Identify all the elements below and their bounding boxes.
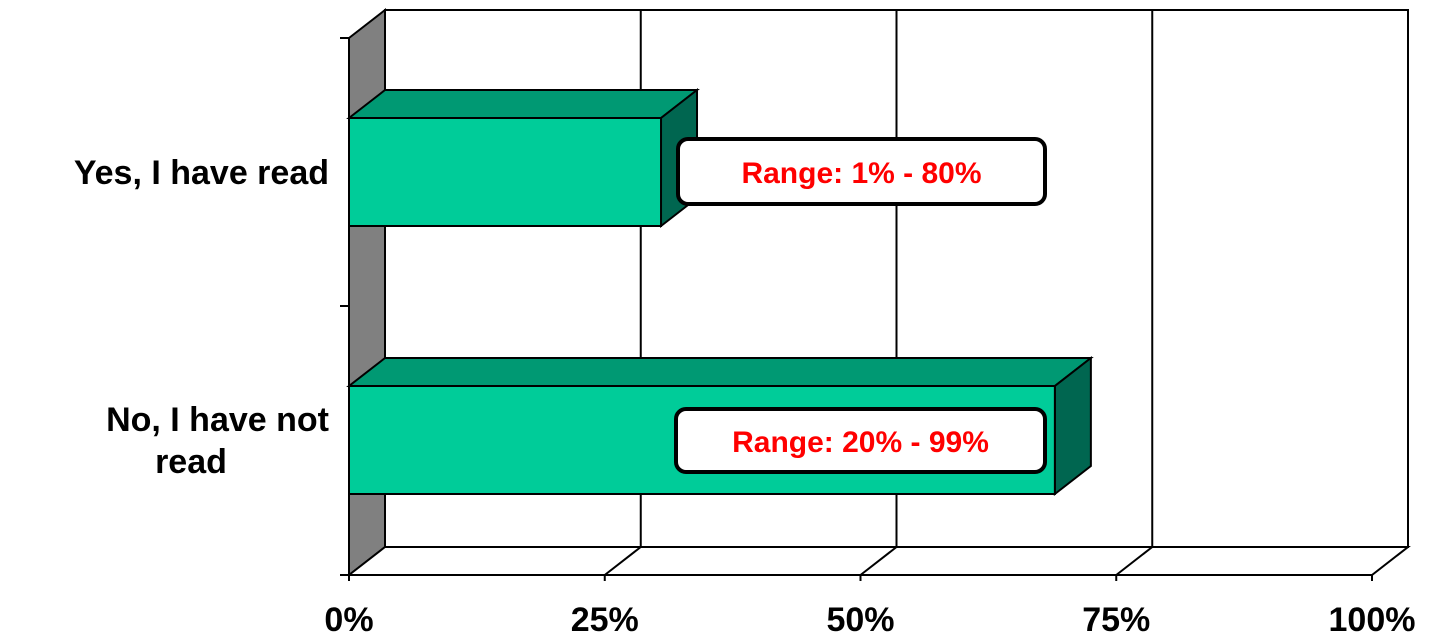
- annotation-box: [676, 137, 1047, 206]
- bar: [348, 117, 663, 227]
- x-tick-label: 0%: [324, 601, 373, 639]
- x-tick-label: 50%: [826, 601, 894, 639]
- x-tick-label: 25%: [571, 601, 639, 639]
- x-tick-label: 100%: [1329, 601, 1416, 639]
- annotation-label: Range: 1% - 80%: [741, 157, 981, 190]
- annotations-group: Range: 1% - 80% Range: 20% - 99%: [674, 137, 1047, 474]
- annotation-box: [674, 407, 1047, 474]
- bar-top-face: [346, 357, 1094, 387]
- category-label: read: [155, 443, 227, 481]
- gridline-floor: [859, 546, 898, 576]
- axes-group: 0% 25% 50% 75% 100% Yes, I have read No, I hav…: [74, 37, 1416, 639]
- gridline-floor: [1115, 546, 1153, 576]
- gridline-floor: [604, 546, 642, 576]
- x-tick-label: 75%: [1082, 601, 1150, 639]
- category-label: No, I have not: [106, 401, 329, 439]
- bar-top-face: [346, 89, 700, 119]
- category-label: Yes, I have read: [74, 154, 329, 192]
- annotation-label: Range: 20% - 99%: [732, 426, 989, 459]
